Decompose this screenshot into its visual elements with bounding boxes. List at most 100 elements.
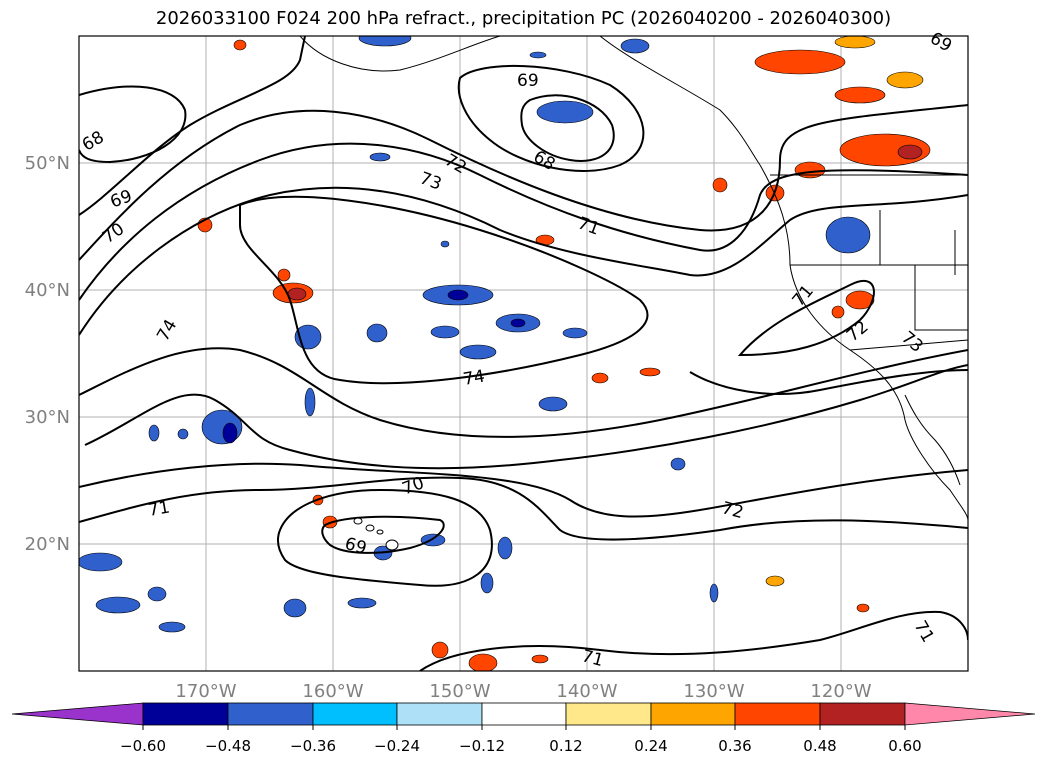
- precip-blob: [591, 372, 609, 384]
- contour-line: [79, 85, 187, 164]
- contour-line: [79, 104, 968, 261]
- longitude-labels: 170°W 160°W 150°W 140°W 130°W 120°W: [175, 681, 871, 702]
- lon-label-170w: 170°W: [175, 681, 236, 702]
- colorbar-tick-label: −0.24: [374, 737, 420, 755]
- north-america-west-coast: [759, 164, 968, 521]
- precip-blob: [304, 387, 316, 417]
- colorbar-tick-label: −0.12: [459, 737, 505, 755]
- precip-blob: [794, 161, 826, 179]
- lon-label-120w: 120°W: [810, 681, 871, 702]
- precip-blob: [366, 323, 388, 343]
- colorbar-ticks: [142, 725, 906, 730]
- precip-blob: [347, 597, 377, 609]
- contour-line: [79, 476, 968, 541]
- gridlines: [79, 36, 968, 671]
- colorbar-tick-label: 0.36: [718, 737, 751, 755]
- contour-line: [84, 364, 968, 470]
- contour-label: 71: [147, 497, 172, 520]
- precip-blob: [897, 144, 923, 160]
- colorbar-segment: [312, 702, 398, 726]
- colorbar-segment: [565, 702, 652, 726]
- precip-blob: [620, 38, 650, 54]
- precip-blob: [845, 290, 875, 310]
- precip-blob: [277, 268, 291, 282]
- precip-blob: [222, 422, 238, 444]
- map-border: [78, 35, 969, 672]
- precip-blob: [177, 428, 189, 440]
- precip-blobs: [79, 36, 931, 671]
- precip-blob: [430, 325, 460, 339]
- contour-line: [276, 488, 493, 587]
- precip-blob: [147, 586, 167, 602]
- colorbar-tick-label: 0.48: [803, 737, 836, 755]
- precip-blob: [510, 318, 526, 328]
- precip-blob: [283, 598, 307, 618]
- precip-blob: [148, 424, 160, 442]
- colorbar-segment: [481, 702, 567, 726]
- colorbar-tick-label: −0.48: [205, 737, 251, 755]
- colorbar-segment-high-extend: [904, 702, 1036, 726]
- contour-label: 69: [517, 71, 539, 91]
- precip-blob: [440, 240, 450, 248]
- contour-line: [457, 64, 645, 172]
- map-title: 2026033100 F024 200 hPa refract., precip…: [155, 8, 892, 29]
- precip-blob: [79, 552, 123, 572]
- colorbar-segment: [819, 702, 906, 726]
- colorbar-tick-labels: −0.60 −0.48 −0.36 −0.24 −0.12 0.12 0.24 …: [120, 737, 922, 755]
- precip-blob: [447, 289, 469, 301]
- lon-label-140w: 140°W: [556, 681, 617, 702]
- contour-line: [239, 195, 649, 385]
- contour-lines: [79, 36, 968, 671]
- colorbar-segment: [650, 702, 736, 726]
- precip-blob: [536, 100, 594, 124]
- contour-line: [419, 610, 968, 671]
- coastlines: [299, 36, 968, 521]
- contour-line: [79, 462, 968, 518]
- precip-blob: [754, 49, 846, 75]
- precip-blob: [497, 536, 513, 560]
- lat-label-30n: 30°N: [25, 407, 70, 428]
- lat-label-40n: 40°N: [25, 280, 70, 301]
- colorbar-tick-label: −0.60: [120, 737, 166, 755]
- colorbar-segment: [396, 702, 483, 726]
- precip-blob: [420, 533, 446, 547]
- precip-blob: [158, 621, 186, 633]
- precip-blob: [831, 305, 845, 319]
- precip-blob: [834, 36, 876, 49]
- lat-label-50n: 50°N: [25, 153, 70, 174]
- lat-label-20n: 20°N: [25, 534, 70, 555]
- latitude-labels: 50°N 40°N 30°N 20°N: [25, 153, 70, 555]
- precip-blob: [529, 51, 547, 59]
- precip-blob: [825, 216, 871, 254]
- map-area: [79, 36, 968, 671]
- baja-coast: [904, 394, 961, 486]
- precip-blob: [531, 654, 549, 664]
- lon-label-160w: 160°W: [302, 681, 363, 702]
- state-border: [914, 265, 968, 331]
- contour-line: [737, 279, 875, 357]
- precip-blob: [639, 367, 661, 377]
- contour-line: [79, 36, 306, 216]
- contour-line: [79, 186, 968, 336]
- precip-blob: [886, 71, 924, 89]
- precip-blob: [834, 86, 886, 104]
- alaska-panhandle-coast: [599, 36, 761, 166]
- lon-label-130w: 130°W: [683, 681, 744, 702]
- colorbar-tick-label: 0.12: [549, 737, 582, 755]
- contour-line: [520, 94, 615, 162]
- precip-blob: [562, 327, 588, 339]
- precip-blob: [431, 641, 449, 659]
- colorbar-tick-label: 0.60: [888, 737, 921, 755]
- precip-blob: [709, 583, 719, 603]
- contour-line: [689, 369, 968, 395]
- colorbar-segment: [227, 702, 314, 726]
- colorbar-tick-label: −0.36: [290, 737, 336, 755]
- colorbar: [11, 702, 1036, 726]
- lon-label-150w: 150°W: [429, 681, 490, 702]
- precip-blob: [480, 572, 494, 594]
- precip-blob: [287, 287, 307, 301]
- precip-blob: [369, 152, 391, 162]
- contour-line: [79, 347, 968, 438]
- colorbar-tick-label: 0.24: [634, 737, 667, 755]
